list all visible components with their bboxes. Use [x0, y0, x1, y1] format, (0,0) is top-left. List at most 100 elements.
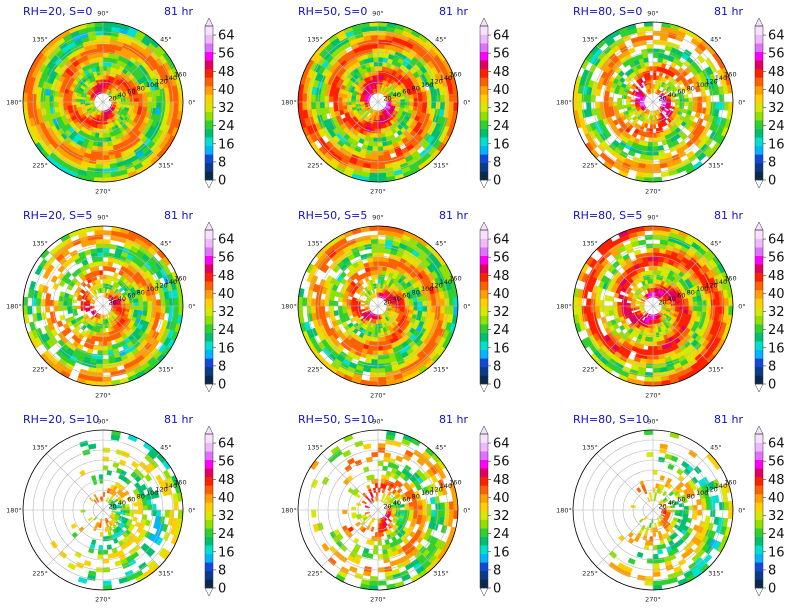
angle-label: 135°	[582, 444, 598, 452]
polar-frame	[22, 225, 184, 387]
colorbar-swatch	[480, 442, 488, 452]
colorbar-swatch	[205, 247, 213, 256]
radial-tick-label: 60	[402, 292, 410, 300]
angle-label: 315°	[708, 365, 724, 373]
radial-tick-label: 40	[668, 295, 676, 303]
colorbar-extend-min	[479, 179, 489, 189]
colorbar-swatch	[205, 281, 213, 291]
colorbar-extend-max	[754, 221, 764, 231]
radial-tick-label: 40	[118, 499, 126, 507]
colorbar-swatch	[480, 434, 488, 443]
colorbar-swatch	[480, 315, 488, 325]
colorbar-swatch	[755, 281, 763, 291]
colorbar-swatch	[755, 171, 763, 181]
colorbar-tick-label: 48	[768, 473, 785, 488]
angle-label: 270°	[95, 188, 111, 196]
colorbar-tick-label: 0	[218, 378, 226, 393]
colorbar-tick-label: 40	[493, 287, 510, 302]
polar-panel: 20 40 60 80 1001201401600°45°90°135°180°225°…	[556, 413, 784, 604]
radial-tick-label: 40	[118, 91, 126, 99]
colorbar-extend-max	[479, 17, 489, 27]
colorbar-swatch	[205, 230, 213, 239]
colorbar-tick-label: 24	[768, 527, 785, 542]
colorbar-swatch	[205, 34, 213, 44]
colorbar-tick-label: 32	[218, 509, 235, 524]
angle-label: 180°	[556, 507, 572, 515]
colorbar-extend-max	[479, 221, 489, 231]
colorbar-swatch	[205, 349, 213, 359]
radial-tick-label: 60	[127, 88, 135, 96]
colorbar-swatch	[480, 255, 488, 265]
radial-tick-label: 140	[440, 278, 452, 286]
colorbar-swatch	[205, 60, 213, 70]
polar-panel: 20 40 60 80 1001201401600°45°90°135°180°225°…	[281, 413, 509, 604]
colorbar-swatch	[205, 324, 213, 333]
radial-tick-label: 20	[108, 299, 116, 307]
angle-label: 135°	[582, 240, 598, 248]
colorbar-swatch	[755, 137, 763, 147]
radial-tick-label: 60	[677, 496, 685, 504]
colorbar-tick-label: 24	[218, 527, 235, 542]
colorbar-extend-min	[204, 587, 214, 597]
angle-label: 90°	[97, 418, 109, 426]
radial-tick-label: 40	[393, 91, 401, 99]
colorbar-swatch	[755, 332, 763, 342]
colorbar-swatch	[755, 349, 763, 359]
colorbar-tick-label: 56	[493, 47, 510, 62]
colorbar-tick-label: 16	[218, 137, 235, 152]
colorbar-swatch	[205, 51, 213, 61]
radial-tick-label: 80	[137, 84, 145, 92]
angle-label: 270°	[95, 596, 111, 604]
colorbar-tick-label: 16	[768, 137, 785, 152]
colorbar-swatch	[205, 111, 213, 121]
angle-label: 315°	[158, 161, 174, 169]
radial-tick-label: 140	[165, 74, 177, 82]
colorbar-tick-label: 16	[768, 341, 785, 356]
radial-tick-label: 120	[155, 281, 167, 289]
radial-tick-label: 100	[696, 489, 708, 497]
radial-tick-label: 120	[430, 485, 442, 493]
colorbar-tick-label: 40	[768, 491, 785, 506]
panel-time: 81 hr	[714, 413, 743, 426]
angle-label: 90°	[647, 10, 659, 18]
radial-tick-label: 140	[715, 74, 727, 82]
colorbar-swatch	[755, 60, 763, 70]
colorbar-swatch	[205, 315, 213, 325]
colorbar-tick-label: 24	[218, 323, 235, 338]
colorbar-swatch	[205, 145, 213, 155]
colorbar-swatch	[205, 43, 213, 52]
colorbar-extend-min	[204, 179, 214, 189]
angle-label: 135°	[307, 36, 323, 44]
angle-label: 45°	[160, 240, 172, 248]
colorbar-swatch	[205, 502, 213, 512]
colorbar-tick-label: 64	[493, 437, 510, 452]
colorbar-swatch	[755, 230, 763, 239]
colorbar-extend-min	[479, 587, 489, 597]
colorbar-swatch	[480, 26, 488, 35]
colorbar-swatch	[480, 281, 488, 291]
colorbar-swatch	[480, 476, 488, 486]
colorbar-tick-label: 0	[493, 174, 501, 189]
colorbar-swatch	[755, 43, 763, 52]
angle-label: 225°	[582, 161, 598, 169]
angle-label: 270°	[370, 392, 386, 400]
angle-label: 225°	[582, 365, 598, 373]
colorbar-tick-label: 48	[493, 65, 510, 80]
colorbar: 0 8 16 24 32 40 48 56 64	[479, 17, 510, 189]
colorbar-tick-label: 8	[768, 155, 776, 170]
angle-label: 180°	[6, 99, 22, 107]
polar-grid	[572, 21, 734, 183]
colorbar-tick-label: 32	[768, 305, 785, 320]
angle-label: 225°	[307, 365, 323, 373]
colorbar-swatch	[755, 264, 763, 274]
angle-label: 225°	[32, 365, 48, 373]
colorbar-tick-label: 16	[493, 341, 510, 356]
colorbar-swatch	[480, 51, 488, 61]
angle-label: 225°	[307, 161, 323, 169]
radial-tick-label: 20	[658, 299, 666, 307]
radial-tick-label: 80	[412, 84, 420, 92]
colorbar-tick-label: 48	[218, 473, 235, 488]
angle-label: 270°	[370, 596, 386, 604]
panel-title: RH=50, S=5	[298, 209, 367, 222]
colorbar-swatch	[205, 511, 213, 520]
